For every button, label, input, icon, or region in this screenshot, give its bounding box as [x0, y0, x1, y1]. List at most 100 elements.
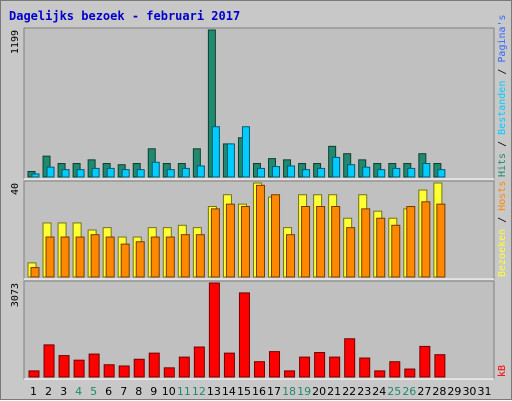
legend-hits: Hits: [497, 153, 508, 177]
legend-hosts: Hosts: [497, 181, 508, 211]
x-tick-day-28: 28: [432, 385, 446, 398]
bar-bestanden-day-10: [166, 169, 175, 178]
bar-kb-day-20: [314, 352, 326, 378]
bar-kb-day-26: [404, 368, 416, 378]
bar-bestanden-day-21: [332, 156, 341, 178]
x-tick-day-3: 3: [60, 385, 67, 398]
side-legend-labels: Hits / Bestanden / Pagina's Bezoeken / Ho…: [497, 14, 508, 377]
bar-bestanden-day-22: [347, 164, 356, 178]
legend-kb: kB: [497, 365, 508, 377]
bar-kb-day-17: [269, 351, 281, 378]
bar-hosts-day-5: [90, 234, 100, 278]
x-tick-day-23: 23: [357, 385, 371, 398]
side-legend-usage: Hits / Bestanden / Pagina's: [497, 14, 508, 177]
y-tick-label: 40: [10, 183, 21, 195]
x-tick-day-13: 13: [207, 385, 221, 398]
bar-bestanden-day-4: [76, 169, 85, 178]
x-tick-day-14: 14: [222, 385, 236, 398]
bar-kb-day-3: [58, 355, 70, 378]
bar-kb-day-14: [223, 352, 235, 378]
x-tick-day-24: 24: [372, 385, 386, 398]
bar-kb-day-10: [163, 367, 175, 378]
panels: 1199 40 3073: [10, 27, 495, 380]
bar-bestanden-day-2: [46, 166, 55, 178]
bar-kb-day-27: [419, 345, 431, 378]
x-tick-day-27: 27: [417, 385, 431, 398]
x-tick-day-29: 29: [447, 385, 461, 398]
bar-kb-day-12: [193, 346, 205, 378]
bar-hosts-day-14: [225, 203, 235, 278]
bar-hosts-day-6: [105, 236, 115, 278]
bar-hosts-day-10: [165, 236, 175, 278]
bar-hosts-day-16: [255, 184, 265, 278]
y-tick-label: 1199: [10, 30, 21, 54]
legend-bezoeken: Bezoeken: [497, 229, 508, 277]
legend-separator: /: [497, 135, 508, 153]
bar-hosts-day-28: [436, 203, 446, 278]
y-tick-label: 3073: [10, 283, 21, 307]
bar-kb-day-9: [148, 352, 160, 378]
bar-bestanden-day-15: [241, 126, 250, 178]
bar-hosts-day-7: [120, 243, 130, 278]
x-tick-day-9: 9: [150, 385, 157, 398]
x-tick-day-6: 6: [105, 385, 112, 398]
bar-hosts-day-3: [60, 236, 70, 278]
x-tick-day-11: 11: [177, 385, 191, 398]
bar-hosts-day-12: [195, 234, 205, 278]
bar-hosts-day-4: [75, 236, 85, 278]
side-legend-visits: Bezoeken / Hosts: [497, 181, 508, 277]
x-tick-day-19: 19: [297, 385, 311, 398]
bar-bestanden-day-23: [362, 166, 371, 178]
bar-hosts-day-27: [421, 201, 431, 278]
panel-visits: 40: [10, 180, 495, 280]
bar-hosts-day-24: [376, 217, 386, 278]
x-tick-day-17: 17: [267, 385, 281, 398]
bar-bestanden-day-19: [302, 169, 311, 178]
bar-kb-day-28: [434, 354, 446, 378]
bar-kb-day-19: [299, 356, 311, 378]
bar-bestanden-day-8: [136, 169, 145, 178]
x-tick-day-26: 26: [402, 385, 416, 398]
bar-kb-day-8: [133, 358, 145, 378]
bar-hosts-day-20: [316, 206, 326, 278]
x-tick-day-5: 5: [90, 385, 97, 398]
bar-bestanden-day-14: [226, 143, 235, 178]
bar-bestanden-day-9: [151, 161, 160, 178]
bar-hosts-day-22: [346, 227, 356, 278]
bar-hosts-day-2: [45, 236, 55, 278]
bar-bestanden-day-12: [196, 165, 205, 178]
bar-hosts-day-13: [210, 208, 220, 278]
legend-paginas: Pagina's: [497, 14, 508, 62]
side-legend-traffic: kB: [497, 365, 508, 377]
bar-kb-day-11: [178, 356, 190, 378]
x-tick-day-12: 12: [192, 385, 206, 398]
bar-kb-day-6: [103, 364, 115, 378]
bar-hosts-day-19: [301, 206, 311, 278]
x-tick-day-10: 10: [162, 385, 176, 398]
x-tick-day-2: 2: [45, 385, 52, 398]
bar-bestanden-day-16: [256, 167, 265, 178]
bar-kb-day-5: [88, 353, 100, 378]
bar-hosts-day-26: [406, 206, 416, 278]
x-tick-day-15: 15: [237, 385, 251, 398]
x-tick-day-8: 8: [135, 385, 142, 398]
bar-bestanden-day-5: [91, 167, 100, 178]
bar-bestanden-day-24: [377, 169, 386, 178]
bar-hosts-day-1: [30, 267, 40, 278]
bar-bestanden-day-7: [121, 169, 130, 178]
bar-kb-day-2: [43, 344, 55, 378]
bar-bestanden-day-26: [407, 167, 416, 178]
bar-bestanden-day-28: [437, 169, 446, 178]
x-tick-day-1: 1: [30, 385, 37, 398]
bar-bestanden-day-1: [31, 173, 40, 178]
x-tick-day-30: 30: [462, 385, 476, 398]
x-tick-day-21: 21: [327, 385, 341, 398]
bar-kb-day-13: [208, 282, 220, 378]
panel-usage: 1199: [10, 27, 495, 180]
bar-kb-day-1: [28, 370, 40, 378]
bar-kb-day-21: [329, 356, 341, 378]
bar-kb-day-22: [344, 338, 356, 378]
chart-title: Dagelijks bezoek - februari 2017: [9, 9, 240, 23]
bar-hosts-day-21: [331, 206, 341, 278]
bar-bestanden-day-20: [317, 167, 326, 178]
